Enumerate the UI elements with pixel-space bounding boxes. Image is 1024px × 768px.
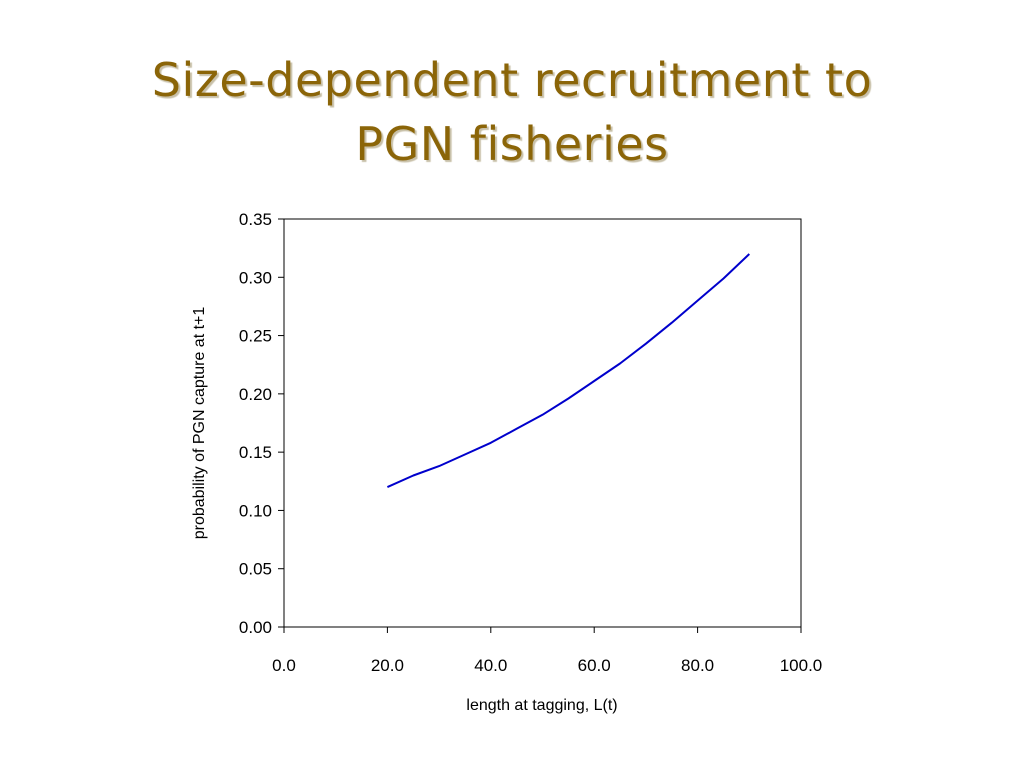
- series-layer: [386, 253, 750, 489]
- x-tick-label: 40.0: [474, 656, 507, 675]
- y-axis-label: probability of PGN capture at t+1: [191, 307, 208, 540]
- y-tick-label: 0.25: [239, 327, 272, 346]
- plot-area: [283, 218, 802, 628]
- y-tick-label: 0.20: [239, 385, 272, 404]
- y-tick-label: 0.15: [239, 443, 272, 462]
- slide-title: Size-dependent recruitment to PGN fisher…: [0, 48, 1024, 176]
- y-tick-label: 0.35: [239, 210, 272, 229]
- x-tick-label: 80.0: [681, 656, 714, 675]
- y-tick-label: 0.30: [239, 268, 272, 287]
- y-axis: 0.00 0.05 0.10 0.15 0.20 0.25 0.30 0.35: [239, 210, 284, 637]
- x-axis-label: length at tagging, L(t): [466, 697, 617, 714]
- x-axis: 0.0 20.0 40.0 60.0 80.0 100.0: [272, 627, 822, 675]
- y-tick-label: 0.05: [239, 560, 272, 579]
- series-line: [386, 253, 750, 489]
- y-tick-label: 0.00: [239, 618, 272, 637]
- y-tick-label: 0.10: [239, 501, 272, 520]
- x-tick-label: 60.0: [578, 656, 611, 675]
- x-tick-label: 0.0: [272, 656, 296, 675]
- x-tick-label: 20.0: [371, 656, 404, 675]
- x-tick-label: 100.0: [780, 656, 823, 675]
- slide-title-line-2: PGN fisheries: [355, 117, 669, 171]
- slide-title-line-1: Size-dependent recruitment to: [151, 53, 873, 107]
